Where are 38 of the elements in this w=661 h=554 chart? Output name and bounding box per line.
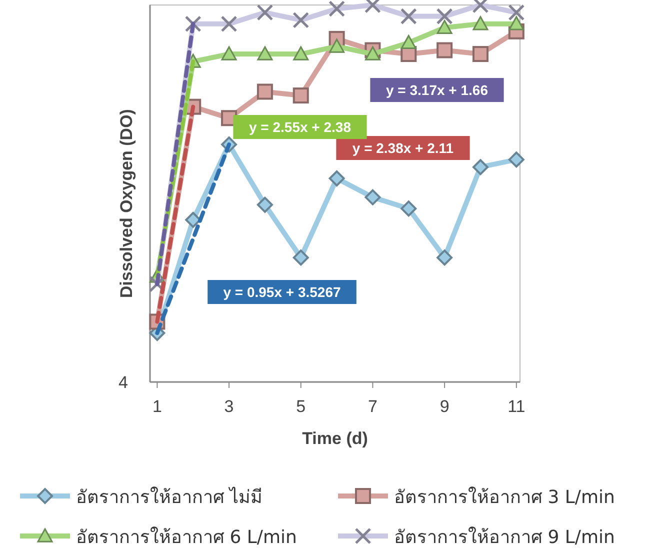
x-tick-label: 5 (296, 397, 306, 416)
point (256, 196, 273, 213)
annotation: y = 2.55x + 2.38 (249, 119, 352, 135)
x-axis-title: Time (d) (302, 429, 368, 448)
x-tick-label: 11 (508, 397, 526, 416)
legend-label: อัตราการให้อากาศ 6 L/min (76, 526, 297, 548)
legend-label: อัตราการให้อากาศ 3 L/min (394, 486, 615, 508)
point (329, 38, 345, 53)
point (436, 250, 453, 266)
point (256, 84, 273, 100)
point (293, 46, 309, 60)
point (292, 87, 309, 104)
legend-label: อัตราการให้อากาศ 9 L/min (394, 526, 615, 548)
point (257, 46, 273, 60)
legend-label: อัตราการให้อากาศ ไม่มี (76, 486, 263, 508)
x-tick-label: 1 (152, 397, 162, 416)
point (436, 20, 452, 34)
annotation: y = 2.38x + 2.11 (352, 140, 454, 156)
point (364, 189, 381, 206)
x-tick-label: 7 (368, 397, 378, 416)
annotation: y = 0.95x + 3.5267 (223, 284, 341, 300)
point (436, 42, 453, 58)
point (221, 46, 237, 60)
text: 4 (118, 373, 128, 392)
point (472, 159, 488, 176)
x-tick-label: 9 (440, 397, 450, 416)
point (364, 46, 380, 60)
x-tick-label: 3 (224, 397, 234, 416)
point (472, 16, 488, 30)
point (472, 46, 488, 62)
point (508, 16, 524, 30)
point (400, 34, 416, 50)
point (508, 152, 524, 168)
annotation: y = 3.17x + 1.66 (386, 82, 488, 98)
y-axis-title: Dissolved Oxygen (DO) (117, 109, 136, 298)
point (400, 200, 417, 217)
point (292, 250, 309, 266)
point (328, 170, 345, 186)
